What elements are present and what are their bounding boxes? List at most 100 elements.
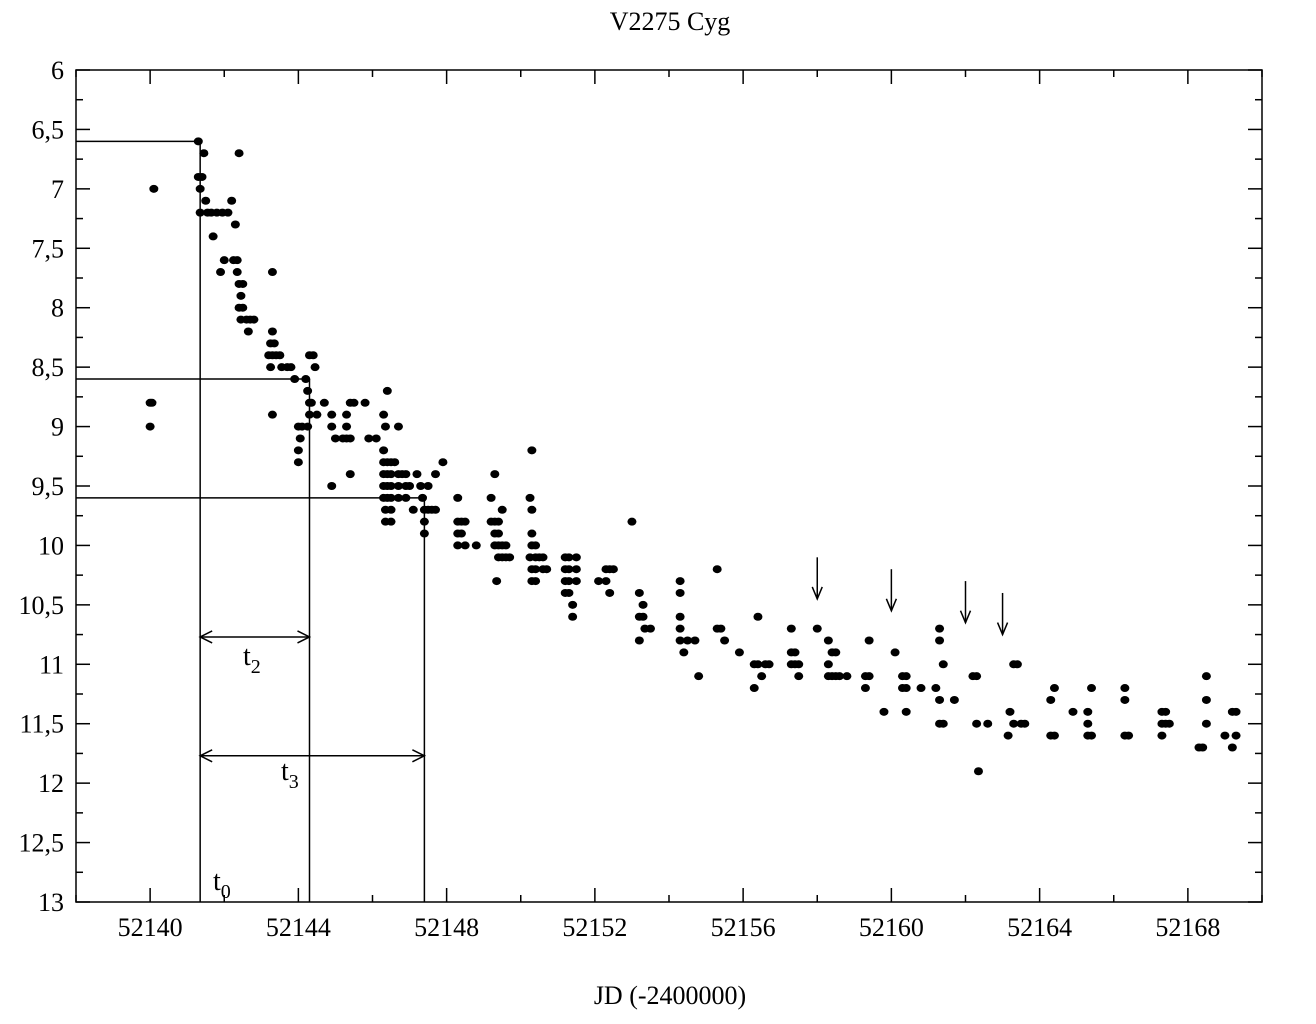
data-point xyxy=(1157,731,1167,740)
data-point xyxy=(238,303,248,312)
data-point xyxy=(456,529,466,538)
data-point xyxy=(527,446,537,455)
data-point xyxy=(147,398,157,407)
data-point xyxy=(419,529,429,538)
data-point xyxy=(497,505,507,514)
data-point xyxy=(412,470,422,479)
data-point xyxy=(364,434,374,443)
data-point xyxy=(1083,719,1093,728)
data-point xyxy=(418,493,428,502)
data-point xyxy=(416,482,426,490)
data-point xyxy=(594,577,604,586)
data-point xyxy=(879,707,889,716)
data-point xyxy=(193,137,203,146)
data-point xyxy=(675,636,685,645)
data-point xyxy=(1120,695,1130,704)
data-point xyxy=(1201,695,1211,704)
data-point xyxy=(675,624,685,633)
t3-arrow-head-right xyxy=(412,749,427,763)
data-point xyxy=(564,565,574,574)
y-tick-label: 7 xyxy=(51,175,64,204)
data-point xyxy=(505,553,515,562)
data-point xyxy=(675,588,685,597)
plot-frame xyxy=(75,69,1263,903)
data-point xyxy=(1012,660,1022,669)
data-point xyxy=(634,636,644,645)
data-point xyxy=(295,434,305,443)
data-point xyxy=(983,719,993,728)
y-tick-label: 8,5 xyxy=(32,353,65,382)
data-point xyxy=(419,517,429,526)
data-point xyxy=(379,446,389,455)
data-point xyxy=(390,458,400,467)
data-point xyxy=(860,684,870,693)
data-point xyxy=(1201,672,1211,681)
data-point xyxy=(542,565,552,574)
data-point xyxy=(301,375,311,384)
data-point xyxy=(531,577,541,586)
data-point xyxy=(431,470,441,479)
data-point xyxy=(145,422,155,431)
data-point xyxy=(379,410,389,419)
data-point xyxy=(501,541,511,550)
data-point xyxy=(349,398,359,407)
data-point xyxy=(638,612,648,621)
data-point xyxy=(267,410,277,419)
data-point xyxy=(199,149,209,158)
data-point xyxy=(757,672,767,681)
data-point xyxy=(393,422,403,431)
x-axis-label: JD (-2400000) xyxy=(594,981,746,1010)
data-point xyxy=(753,660,763,669)
data-point xyxy=(1201,719,1211,728)
data-point xyxy=(901,672,911,681)
data-point xyxy=(634,588,644,597)
data-point xyxy=(749,684,759,693)
data-point xyxy=(938,660,948,669)
data-point xyxy=(386,505,396,514)
data-point xyxy=(864,672,874,681)
data-point xyxy=(564,553,574,562)
time-marker-guides xyxy=(76,140,426,902)
data-point xyxy=(308,351,318,360)
data-point xyxy=(1231,707,1241,716)
x-tick-label: 52140 xyxy=(118,913,183,942)
data-point xyxy=(645,624,655,633)
data-point xyxy=(327,410,337,419)
chart-title: V2275 Cyg xyxy=(610,7,731,36)
data-point xyxy=(675,612,685,621)
data-point xyxy=(627,517,637,526)
data-point xyxy=(1198,743,1208,752)
data-point xyxy=(243,327,253,336)
data-point xyxy=(275,351,285,360)
t0-label: t0 xyxy=(213,866,231,903)
data-point xyxy=(1220,731,1230,740)
data-point xyxy=(1087,684,1097,693)
data-point xyxy=(525,493,535,502)
data-point xyxy=(949,695,959,704)
y-tick-label: 13 xyxy=(38,888,64,917)
data-point xyxy=(564,577,574,586)
x-tick-label: 52144 xyxy=(266,913,331,942)
data-point xyxy=(386,482,396,490)
data-point xyxy=(1087,731,1097,740)
x-tick-label: 52148 xyxy=(414,913,479,942)
axis-ticks xyxy=(75,69,1263,903)
data-point xyxy=(267,268,277,277)
y-tick-label: 7,5 xyxy=(32,234,65,263)
data-point xyxy=(408,505,418,514)
data-point xyxy=(401,470,411,479)
y-tick-label: 6 xyxy=(51,56,64,85)
t2-arrow-head-right xyxy=(297,630,312,644)
data-point xyxy=(823,660,833,669)
data-point xyxy=(304,398,314,407)
data-point xyxy=(527,529,537,538)
data-point xyxy=(864,636,874,645)
data-point xyxy=(327,482,337,490)
data-point xyxy=(312,410,322,419)
t2-arrow-head-left xyxy=(198,630,213,644)
data-point xyxy=(360,398,370,407)
data-point xyxy=(823,636,833,645)
data-point xyxy=(972,672,982,681)
data-point xyxy=(935,636,945,645)
data-point xyxy=(303,386,313,395)
